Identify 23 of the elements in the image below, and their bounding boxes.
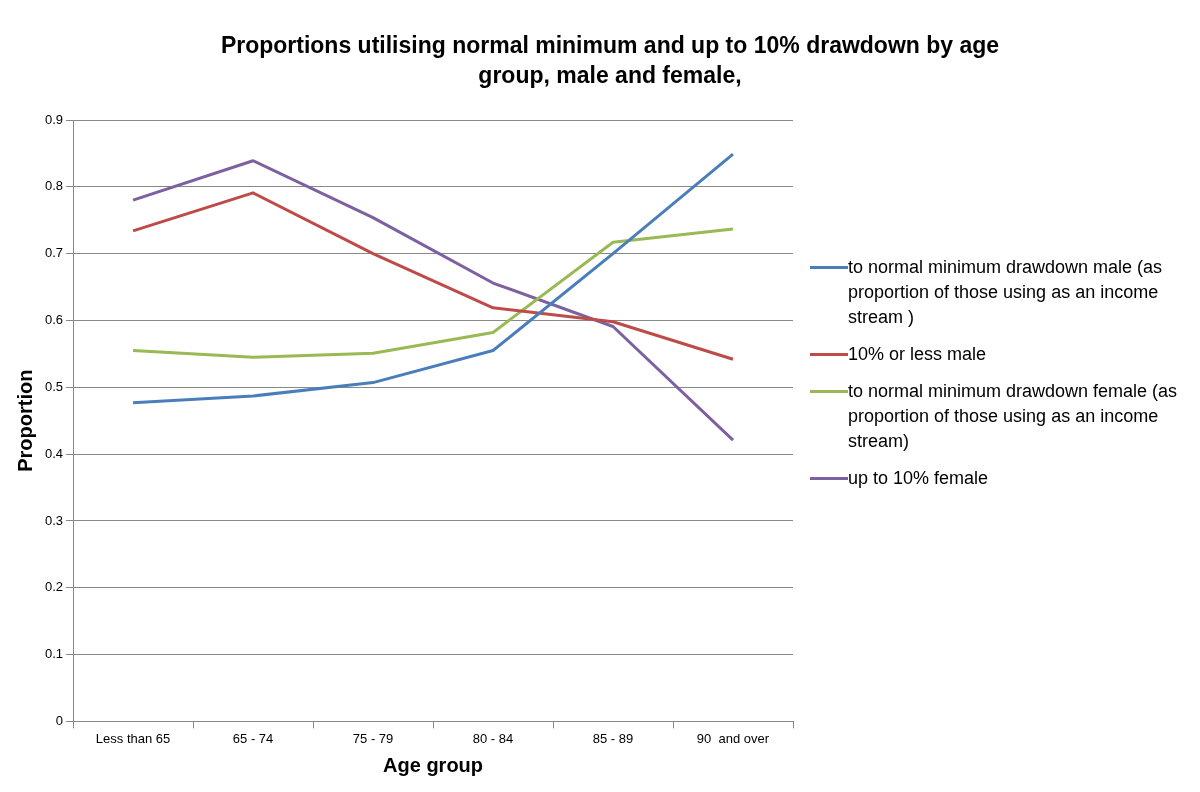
y-axis-title: Proportion — [13, 369, 36, 472]
y-tick-label: 0.4 — [44, 445, 64, 461]
y-tick-label: 0.5 — [44, 378, 64, 394]
chart-title: Proportions utilising normal minimum and up to 10% drawdown by age group, male and female, — [220, 31, 1000, 90]
legend-label: 10% or less male — [848, 343, 987, 366]
x-tick-label: 90 and over — [696, 730, 770, 746]
y-tick-label: 0.2 — [44, 579, 64, 595]
y-tick-label: 0.6 — [44, 312, 64, 328]
legend-label: to normal minimum drawdown female (as proportion of those using as an income stream) — [848, 380, 1179, 453]
y-tick-label: 0.7 — [44, 245, 64, 261]
y-tick-label: 0.9 — [44, 111, 64, 127]
y-tick-label: 0.3 — [44, 512, 64, 528]
x-tick-label: Less than 65 — [95, 730, 171, 746]
legend-label: to normal minimum drawdown male (as proportion of those using as an income stream ) — [848, 256, 1164, 329]
y-tick-label: 0 — [55, 712, 64, 728]
x-tick-label: 65 - 74 — [232, 730, 274, 746]
x-axis-title: Age group — [383, 753, 484, 776]
legend-label: up to 10% female — [848, 467, 989, 490]
y-tick-label: 0.1 — [44, 646, 64, 662]
y-tick-label: 0.8 — [44, 178, 64, 194]
x-tick-label: 85 - 89 — [592, 730, 634, 746]
x-tick-label: 80 - 84 — [472, 730, 514, 746]
x-tick-label: 75 - 79 — [352, 730, 394, 746]
